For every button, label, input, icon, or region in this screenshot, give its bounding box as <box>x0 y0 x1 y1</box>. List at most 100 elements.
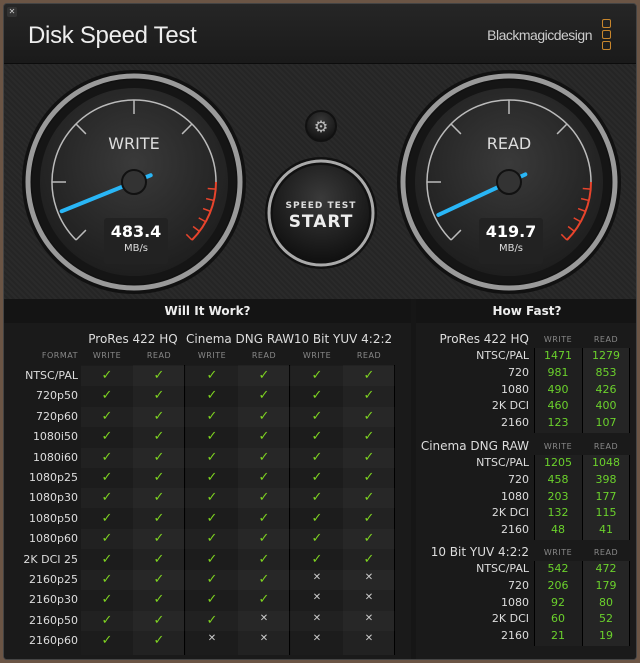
check-icon: ✓ <box>206 551 218 567</box>
start-button-label[interactable]: START <box>288 212 354 232</box>
format-label: 720p50 <box>36 389 78 403</box>
read-speed: 19 <box>599 629 613 643</box>
read-speed-value: 419.7 <box>485 222 537 241</box>
write-speed: 203 <box>547 489 569 503</box>
format-label: 720 <box>508 472 529 486</box>
check-icon: ✓ <box>258 470 270 485</box>
check-icon: ✓ <box>153 368 165 383</box>
format-label: 2160p25 <box>29 573 78 586</box>
will-it-work-panel: Will It Work? ProRes 422 HQ Cinema DNG RA… <box>4 299 411 659</box>
redline-tick <box>185 233 193 241</box>
check-icon: ✓ <box>101 470 113 485</box>
format-label: 720 <box>508 578 529 592</box>
check-icon: ✓ <box>363 531 375 547</box>
redline-tick <box>207 187 216 190</box>
format-label: NTSC/PAL <box>476 349 529 362</box>
table-column-bg <box>343 365 395 655</box>
check-icon: ✓ <box>258 551 270 567</box>
blackmagic-logo-icon <box>602 19 612 52</box>
check-icon: ✓ <box>153 429 165 445</box>
read-readout: 419.7 MB/s <box>479 218 543 264</box>
cross-icon: ✕ <box>364 612 374 624</box>
column-bg <box>534 348 582 433</box>
column-bg <box>582 455 630 540</box>
redline-arc <box>566 181 592 241</box>
column-subheader: READ <box>251 351 277 360</box>
check-icon: ✓ <box>206 490 218 506</box>
check-icon: ✓ <box>311 368 323 383</box>
start-button-label-top[interactable]: SPEED TEST <box>285 201 357 211</box>
redline-tick <box>567 225 575 232</box>
column-subheader: WRITE <box>197 351 227 360</box>
cross-icon: ✕ <box>364 592 374 604</box>
read-header: READ <box>593 442 619 451</box>
how-fast-title: How Fast? <box>416 299 636 323</box>
check-icon: ✓ <box>311 429 323 445</box>
table-column-bg <box>238 365 290 655</box>
check-icon: ✓ <box>363 429 375 445</box>
check-icon: ✓ <box>101 429 113 445</box>
check-icon: ✓ <box>101 368 113 383</box>
scale-tick <box>181 123 193 135</box>
check-icon: ✓ <box>101 592 113 608</box>
check-icon: ✓ <box>311 449 323 465</box>
group-header: 10 Bit YUV 4:2:2 <box>293 332 393 346</box>
read-speed: 426 <box>595 382 617 396</box>
check-icon: ✓ <box>206 510 218 526</box>
check-icon: ✓ <box>258 572 270 587</box>
format-label: 2K DCI <box>491 612 529 626</box>
read-gauge <box>397 70 621 294</box>
check-icon: ✓ <box>101 408 113 424</box>
write-gauge <box>22 70 246 294</box>
read-speed: 52 <box>599 612 613 626</box>
check-icon: ✓ <box>153 531 165 547</box>
cross-icon: ✕ <box>259 612 269 624</box>
check-icon: ✓ <box>311 510 323 526</box>
write-speed-unit: MB/s <box>123 243 149 254</box>
check-icon: ✓ <box>363 510 375 526</box>
read-speed: 398 <box>595 472 617 486</box>
format-label: 1080 <box>501 382 529 396</box>
check-icon: ✓ <box>311 470 323 485</box>
write-header: WRITE <box>543 442 573 451</box>
settings-button[interactable]: ⚙ <box>305 110 337 142</box>
format-label: 720p60 <box>36 409 78 423</box>
format-label: 2160 <box>501 523 529 537</box>
check-icon: ✓ <box>153 612 165 628</box>
cross-icon: ✕ <box>259 633 269 645</box>
column-bg <box>582 561 630 646</box>
format-label: 1080p25 <box>29 471 78 484</box>
read-speed: 400 <box>595 399 617 413</box>
redline-tick <box>192 225 200 232</box>
check-icon: ✓ <box>101 612 113 628</box>
read-speed: 472 <box>595 562 617 575</box>
format-label: 1080 <box>501 595 529 609</box>
close-icon[interactable]: ✕ <box>7 7 17 17</box>
gear-icon[interactable]: ⚙ <box>314 117 328 136</box>
results-area: Will It Work? ProRes 422 HQ Cinema DNG RA… <box>4 299 636 659</box>
check-icon: ✓ <box>363 551 375 567</box>
check-icon: ✓ <box>153 510 165 526</box>
cross-icon: ✕ <box>312 633 322 645</box>
check-icon: ✓ <box>101 572 113 587</box>
check-icon: ✓ <box>206 429 218 445</box>
write-header: WRITE <box>543 548 573 557</box>
redline-tick <box>573 217 582 223</box>
check-icon: ✓ <box>311 408 323 424</box>
format-label: 2160p50 <box>29 613 78 627</box>
start-button[interactable] <box>265 157 377 269</box>
redline-arc <box>191 181 217 241</box>
write-header: WRITE <box>543 335 573 344</box>
check-icon: ✓ <box>258 510 270 526</box>
write-speed: 206 <box>547 578 569 592</box>
cross-icon: ✕ <box>312 592 322 604</box>
read-header: READ <box>593 335 619 344</box>
format-label: 2160p30 <box>29 593 78 607</box>
check-icon: ✓ <box>153 490 165 506</box>
format-label: 1080p60 <box>29 532 78 546</box>
format-label: 2160 <box>501 416 529 430</box>
redline-tick <box>580 197 590 202</box>
write-speed: 21 <box>551 629 565 643</box>
cross-icon: ✕ <box>312 572 322 583</box>
redline-tick <box>198 217 207 223</box>
